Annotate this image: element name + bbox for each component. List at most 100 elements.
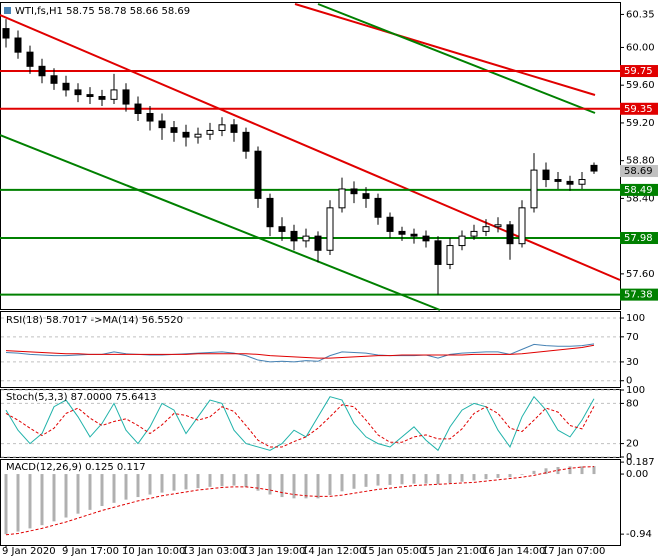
histogram-bar — [436, 474, 440, 485]
candle-body — [122, 89, 130, 105]
histogram-bar — [328, 474, 332, 496]
histogram-bar — [64, 474, 68, 518]
trend-lines — [0, 3, 621, 311]
candle-body — [578, 179, 586, 185]
histogram-bar — [52, 474, 56, 522]
candle-body — [326, 207, 334, 251]
x-tick-label: 10 Jan 10:00 — [122, 546, 185, 557]
histogram-bar — [112, 474, 116, 503]
candle-body — [266, 197, 274, 228]
histogram-bar — [544, 468, 548, 475]
histogram-bar — [196, 474, 200, 489]
y-tick-label: -0.94 — [626, 529, 652, 540]
histogram-bar — [280, 474, 284, 498]
candle-body — [74, 89, 82, 96]
trend-line — [0, 134, 441, 311]
panel-title: RSI(18) 58.7017 ->MA(14) 56.5520 — [6, 315, 183, 326]
stoch-panel-frame — [0, 389, 621, 458]
candle-body — [110, 89, 118, 100]
histogram-bar — [376, 474, 380, 486]
indicator-line — [5, 344, 595, 359]
candle-body — [146, 112, 154, 122]
main-panel-frame — [0, 2, 621, 310]
candle-body — [290, 230, 298, 242]
candle-body — [458, 235, 466, 247]
histogram-bar — [160, 474, 164, 493]
candle-body — [86, 94, 94, 98]
y-tick-label: 60.00 — [626, 42, 655, 53]
candle-body — [422, 235, 430, 242]
candle-body — [254, 150, 262, 199]
histogram-bar — [484, 474, 488, 480]
level-tag — [620, 232, 658, 245]
candle-body — [338, 188, 346, 209]
x-tick-label: 13 Jan 19:00 — [242, 546, 305, 557]
candle-body — [374, 197, 382, 218]
histogram-bar — [256, 474, 260, 491]
histogram-bar — [16, 474, 20, 532]
candle-body — [470, 230, 478, 237]
indicator-line — [5, 466, 595, 536]
level-label: 57.98 — [624, 233, 653, 244]
candle-body — [350, 188, 358, 195]
histogram-bar — [304, 474, 308, 499]
candle-body — [2, 28, 10, 39]
histogram-bar — [496, 474, 500, 478]
candle-body — [434, 240, 442, 265]
histogram-bar — [88, 474, 92, 510]
histogram-bar — [76, 474, 80, 514]
candle-body — [278, 226, 286, 232]
x-tick-label: 14 Jan 12:00 — [302, 546, 365, 557]
level-tag — [620, 65, 658, 78]
histogram-bar — [232, 474, 236, 486]
candle-body — [38, 65, 46, 77]
histogram-bar — [28, 474, 32, 529]
histogram-bar — [580, 466, 584, 475]
candle-body — [134, 103, 142, 114]
level-label: 58.49 — [624, 185, 653, 196]
histogram-bar — [4, 474, 8, 535]
candle-body — [554, 179, 562, 182]
histogram-bar — [136, 474, 140, 498]
candle-body — [170, 127, 178, 133]
histogram-bar — [292, 474, 296, 499]
rsi-panel-frame — [0, 311, 621, 388]
x-tick-label: 15 Jan 21:00 — [422, 546, 485, 557]
histogram-bar — [472, 474, 476, 481]
candle-body — [386, 216, 394, 232]
histogram-bar — [532, 470, 536, 475]
histogram-bar — [184, 474, 188, 490]
y-tick-label: 58.80 — [626, 156, 655, 167]
x-tick-label: 13 Jan 03:00 — [182, 546, 245, 557]
trend-line — [0, 14, 621, 281]
candle-body — [506, 224, 514, 245]
y-tick-label: 30 — [626, 357, 639, 368]
histogram-bar — [568, 466, 572, 475]
candle-body — [230, 124, 238, 133]
y-tick-label: 0.187 — [626, 457, 655, 468]
y-tick-label: 70 — [626, 332, 639, 343]
candle-body — [494, 224, 502, 228]
indicator-line — [5, 404, 595, 448]
level-label: 57.38 — [624, 290, 653, 301]
candle-body — [158, 120, 166, 129]
level-tag — [620, 183, 658, 196]
histogram-bar — [220, 474, 224, 487]
candle-body — [410, 233, 418, 237]
candle-body — [530, 169, 538, 209]
candle-body — [194, 133, 202, 138]
histogram-bar — [268, 474, 272, 495]
y-tick-label: 57.60 — [626, 269, 655, 280]
candle-body — [242, 131, 250, 152]
y-tick-label: 100 — [626, 313, 645, 324]
histogram-bar — [316, 474, 320, 499]
histogram-bar — [208, 474, 212, 487]
macd-panel-frame — [0, 459, 621, 546]
y-tick-label: 20 — [626, 439, 639, 450]
candle-body — [446, 245, 454, 265]
candle-body — [362, 193, 370, 199]
trend-line — [294, 3, 596, 96]
symbol-icon — [4, 7, 11, 14]
histogram-bar — [424, 474, 428, 484]
